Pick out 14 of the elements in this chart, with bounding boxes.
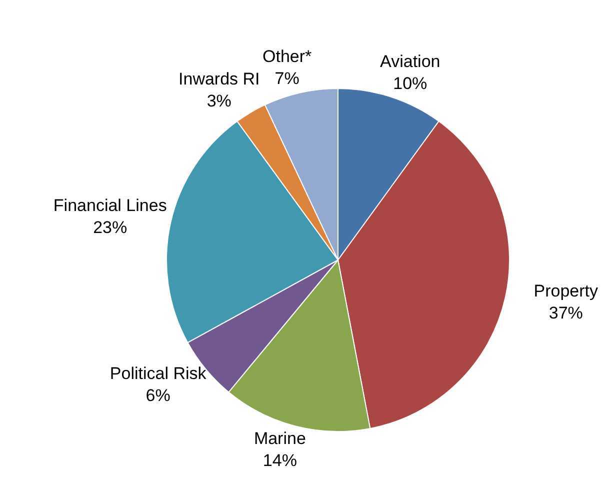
slice-label: Marine	[254, 429, 306, 448]
slice-label: Financial Lines	[53, 196, 167, 215]
data-label: 6%	[146, 386, 170, 405]
data-label: 7%	[274, 68, 300, 88]
slice-label: Other*	[262, 46, 312, 66]
slice-label: Political Risk	[110, 364, 207, 383]
slice-label: Property	[534, 282, 598, 301]
data-label: 14%	[262, 451, 297, 470]
slice-label: Aviation	[380, 52, 440, 71]
data-label: 10%	[393, 74, 428, 93]
data-label: 37%	[548, 304, 583, 323]
data-label: 3%	[206, 92, 232, 111]
data-label: 23%	[93, 218, 128, 237]
slice-label: Inwards RI	[178, 70, 260, 89]
